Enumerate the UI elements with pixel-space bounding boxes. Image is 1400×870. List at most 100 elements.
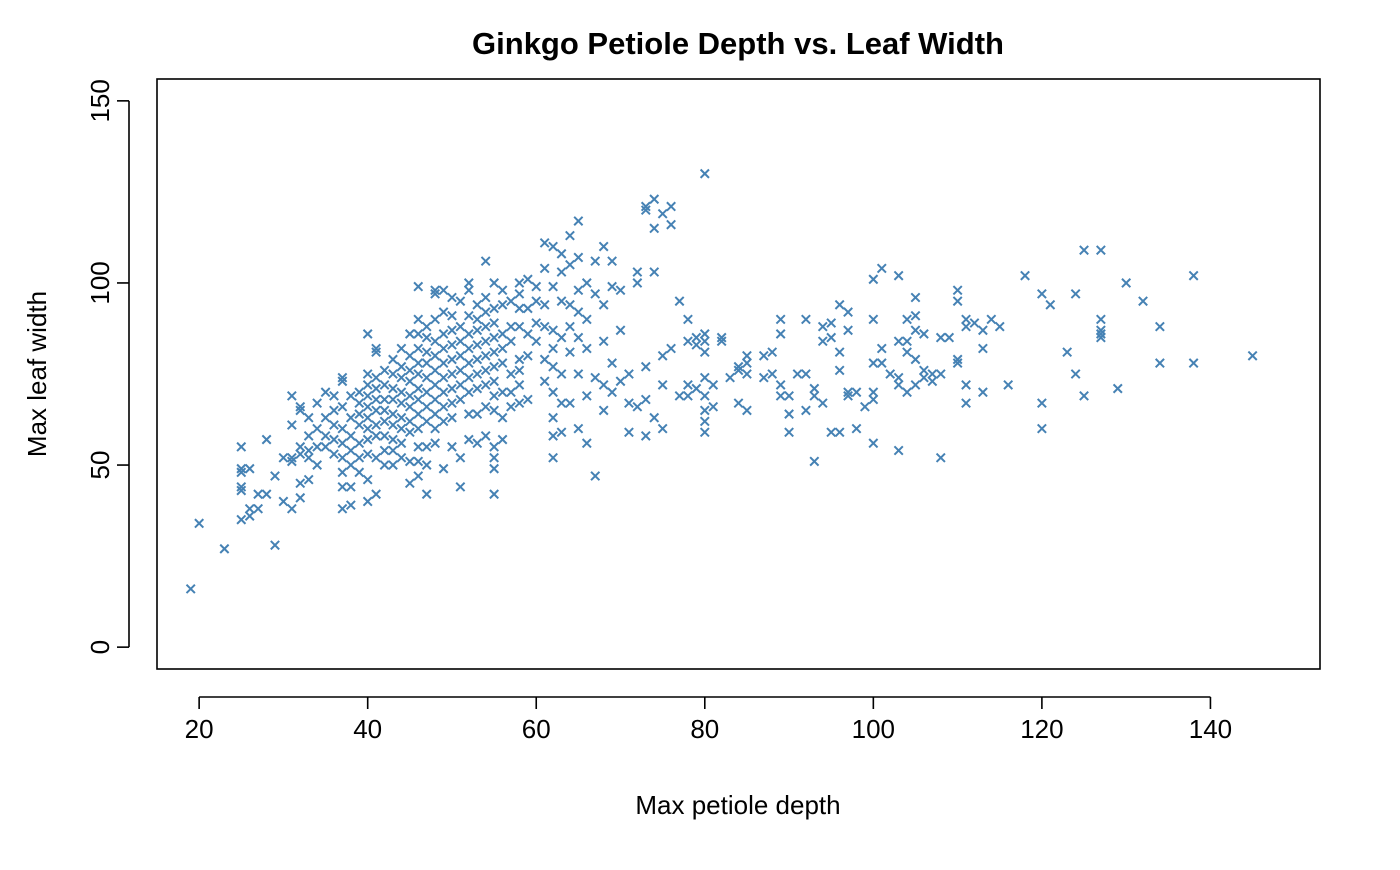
data-point — [463, 278, 474, 288]
data-point — [413, 471, 424, 481]
data-point — [396, 423, 407, 434]
data-point — [843, 325, 853, 336]
data-point — [556, 296, 567, 307]
data-point — [455, 296, 466, 307]
data-point — [699, 372, 710, 383]
data-point — [396, 361, 407, 372]
data-point — [345, 445, 356, 456]
x-tick-label: 80 — [690, 714, 719, 744]
data-point — [784, 409, 794, 419]
data-point — [649, 194, 660, 205]
data-point — [674, 296, 685, 307]
x-axis: 20 40 60 80 100 120 140 — [185, 696, 1232, 744]
data-point — [430, 423, 441, 434]
data-point — [413, 409, 424, 419]
data-point — [548, 325, 559, 336]
data-point — [404, 401, 415, 412]
data-point — [447, 398, 457, 409]
data-point — [868, 387, 879, 398]
data-point — [379, 416, 390, 427]
data-point — [354, 398, 365, 409]
data-point — [539, 354, 550, 365]
data-point — [716, 332, 727, 343]
data-point — [624, 398, 634, 409]
data-point — [640, 361, 651, 372]
data-point — [961, 314, 971, 325]
data-point — [354, 452, 365, 463]
data-point — [396, 372, 407, 383]
data-point — [396, 452, 407, 463]
data-point — [1020, 270, 1030, 281]
data-point — [497, 358, 508, 368]
data-point — [876, 358, 887, 368]
data-point — [1188, 270, 1199, 281]
data-point — [683, 390, 693, 401]
data-point — [961, 321, 971, 332]
data-point — [320, 431, 331, 441]
data-point — [278, 496, 289, 507]
data-point — [514, 365, 525, 376]
data-point — [860, 401, 870, 412]
data-point — [514, 288, 525, 299]
data-point — [489, 376, 500, 387]
data-point — [472, 339, 483, 350]
data-point — [632, 267, 643, 277]
data-point — [388, 394, 398, 405]
data-point — [455, 365, 466, 376]
data-point — [531, 336, 542, 347]
data-point — [1247, 350, 1258, 361]
x-tick-label: 140 — [1189, 714, 1232, 744]
data-point — [295, 441, 306, 452]
data-point — [430, 365, 441, 376]
data-point — [539, 263, 550, 274]
data-point — [388, 409, 398, 419]
data-point — [438, 372, 449, 383]
data-point — [312, 398, 323, 409]
data-point — [489, 405, 500, 416]
data-point — [472, 369, 483, 379]
data-point — [581, 278, 592, 288]
data-point — [447, 441, 457, 452]
data-point — [463, 387, 474, 398]
data-point — [388, 420, 398, 430]
data-point — [421, 321, 432, 332]
data-point — [438, 307, 449, 317]
data-point — [455, 350, 466, 361]
data-point — [329, 420, 339, 430]
data-point — [590, 288, 601, 299]
data-point — [699, 416, 710, 427]
data-point — [784, 390, 794, 401]
data-point — [775, 380, 786, 390]
data-point — [725, 372, 735, 383]
data-point — [1045, 299, 1056, 310]
data-point — [615, 376, 626, 387]
data-point — [329, 390, 339, 401]
data-point — [421, 460, 432, 470]
data-point — [472, 383, 483, 394]
data-point — [548, 431, 559, 441]
data-point — [489, 441, 500, 452]
data-point — [480, 321, 491, 332]
x-axis-label: Max petiole depth — [635, 790, 840, 820]
data-point — [952, 354, 963, 365]
data-point — [345, 460, 356, 470]
data-point — [413, 281, 424, 292]
data-point — [514, 303, 525, 314]
data-point — [497, 299, 508, 310]
data-point — [952, 358, 963, 368]
data-point — [893, 336, 904, 347]
data-point — [1095, 245, 1106, 256]
data-point — [565, 347, 575, 358]
data-point — [362, 369, 373, 379]
data-point — [607, 387, 617, 398]
data-point — [447, 369, 457, 379]
data-point — [303, 445, 314, 456]
data-point — [716, 336, 727, 347]
data-point — [438, 329, 449, 339]
data-point — [396, 387, 407, 398]
data-point — [371, 452, 382, 463]
data-point — [194, 518, 205, 529]
data-point — [581, 314, 592, 325]
data-point — [337, 372, 348, 383]
